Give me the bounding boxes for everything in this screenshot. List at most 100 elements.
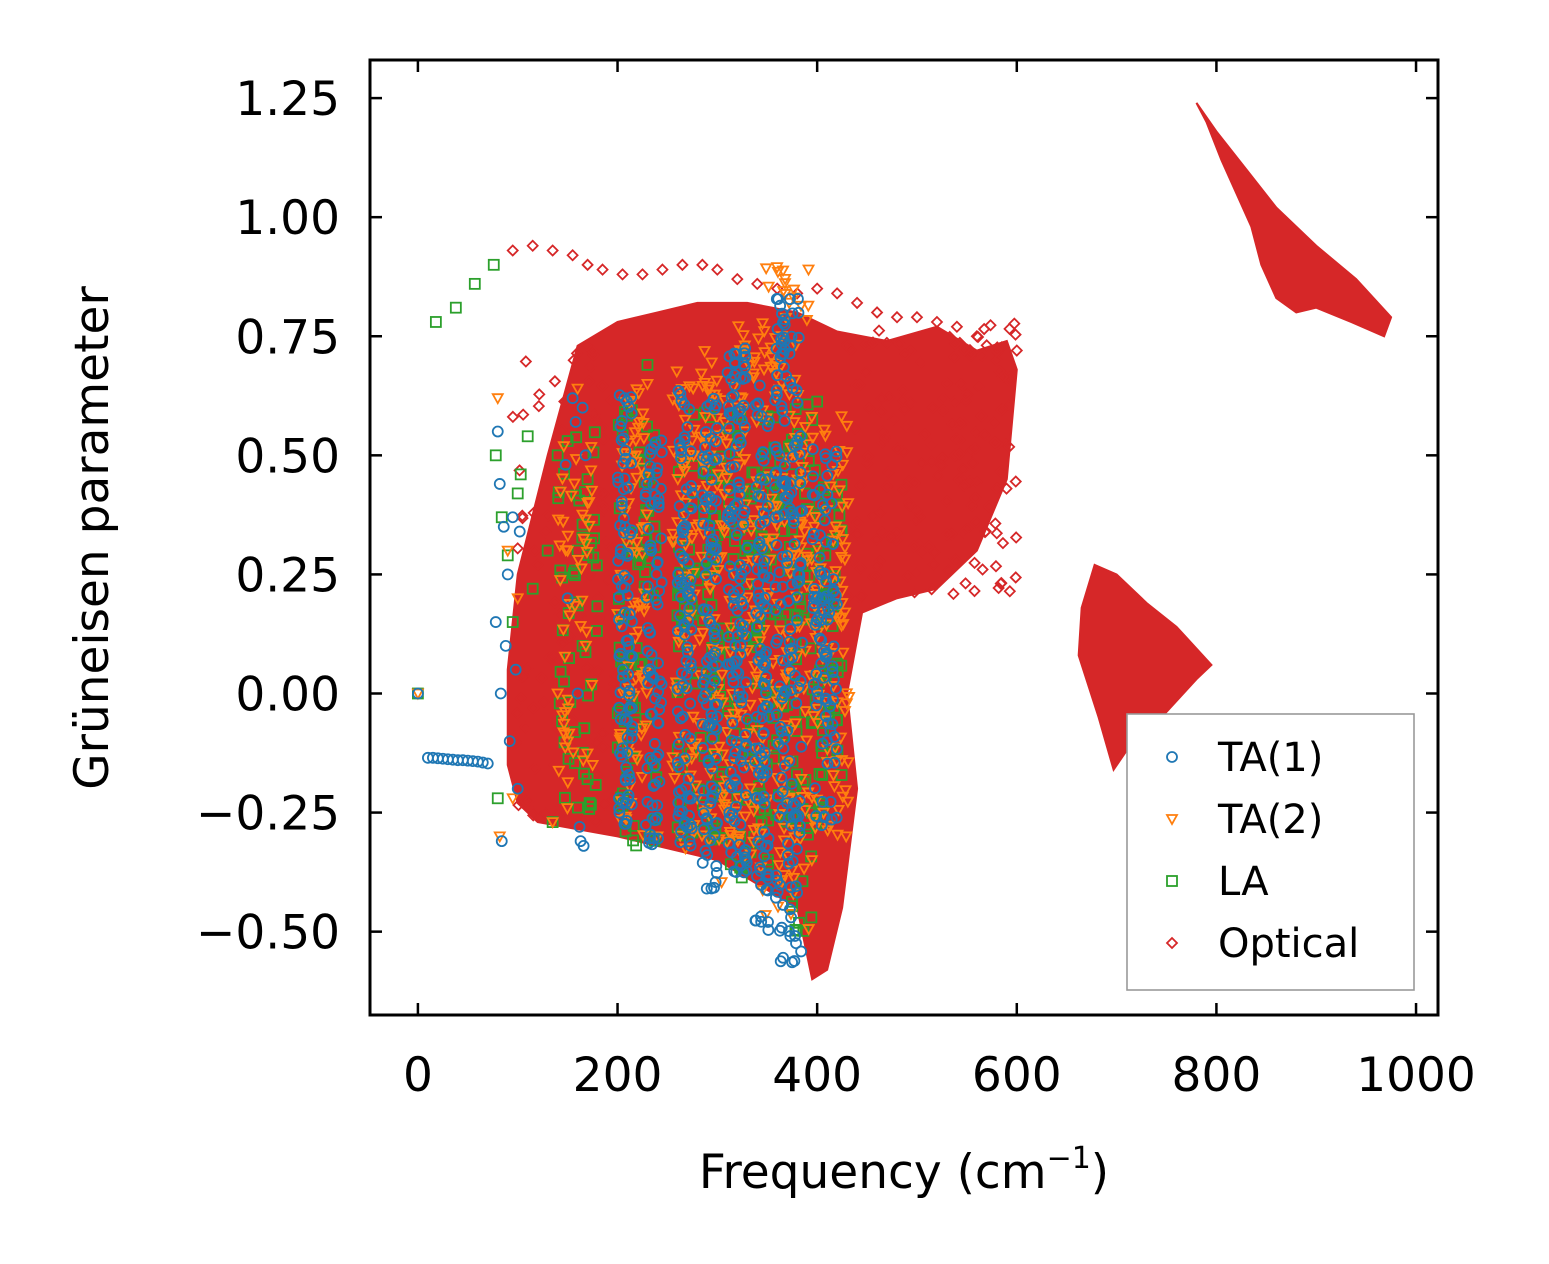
data-point <box>770 636 783 649</box>
data-point <box>558 651 572 664</box>
data-point <box>724 622 738 635</box>
data-point <box>533 388 546 401</box>
data-point <box>711 469 725 482</box>
data-point <box>935 459 948 472</box>
data-point <box>788 374 802 387</box>
data-point <box>775 400 788 413</box>
data-point <box>887 413 900 426</box>
y-axis: −0.50 −0.25 0.00 0.25 0.50 0.75 1.00 1.25 <box>196 72 1438 961</box>
data-point <box>527 805 540 819</box>
data-point <box>945 528 959 541</box>
data-point <box>612 476 625 489</box>
data-point <box>567 478 581 491</box>
data-point <box>994 577 1008 590</box>
data-point <box>678 466 692 478</box>
data-point <box>725 781 738 794</box>
data-point <box>551 514 565 527</box>
data-point <box>727 708 741 721</box>
data-point <box>700 655 713 668</box>
data-point <box>489 449 502 462</box>
data-point <box>898 348 912 361</box>
data-point <box>506 616 519 628</box>
data-point <box>552 809 566 823</box>
data-point <box>720 727 734 739</box>
data-point <box>586 760 600 772</box>
data-point <box>790 287 804 300</box>
data-point <box>638 471 652 484</box>
data-point <box>787 872 801 885</box>
data-point <box>778 508 791 521</box>
data-point <box>634 730 648 742</box>
data-point <box>732 412 745 425</box>
data-point <box>580 748 594 761</box>
data-point <box>886 530 899 543</box>
data-point <box>815 634 828 647</box>
data-point <box>757 561 769 574</box>
data-point <box>581 473 594 486</box>
data-point <box>674 712 687 725</box>
data-point <box>953 447 966 461</box>
data-point <box>875 392 888 405</box>
data-point <box>1002 440 1016 454</box>
data-point <box>620 761 633 774</box>
data-point <box>683 792 695 805</box>
data-point <box>866 336 880 349</box>
data-point <box>859 365 873 379</box>
data-point <box>468 277 481 290</box>
data-point <box>792 681 805 694</box>
data-point <box>753 538 765 551</box>
data-point <box>804 642 817 655</box>
data-point <box>605 393 618 407</box>
data-point <box>795 740 808 753</box>
data-point <box>559 458 572 471</box>
data-point <box>776 307 788 320</box>
data-point <box>836 647 850 660</box>
data-point <box>676 258 689 272</box>
data-point <box>703 519 716 532</box>
data-point <box>641 358 654 371</box>
data-point <box>581 498 595 510</box>
data-point <box>578 767 590 780</box>
data-point <box>827 781 841 793</box>
data-point <box>839 831 853 844</box>
data-point <box>734 639 747 652</box>
data-point <box>747 356 761 369</box>
data-point <box>491 792 504 805</box>
data-point <box>709 822 722 835</box>
data-point <box>695 551 709 564</box>
data-point <box>705 882 718 895</box>
data-point <box>776 286 790 298</box>
data-point <box>570 431 583 444</box>
series-ta-1- <box>412 293 843 969</box>
data-point <box>682 586 695 599</box>
legend-marker-ta-1- <box>1166 751 1178 763</box>
data-point <box>751 277 764 291</box>
data-point <box>578 761 591 774</box>
data-point <box>745 682 759 695</box>
data-point <box>995 403 1008 417</box>
data-point <box>615 495 628 508</box>
data-point <box>703 526 716 539</box>
data-point <box>876 425 890 439</box>
data-point <box>734 559 746 571</box>
data-point <box>866 509 880 523</box>
data-point <box>940 495 953 508</box>
data-point <box>737 372 749 385</box>
data-point <box>579 449 592 462</box>
data-point <box>710 375 724 388</box>
data-point <box>739 729 752 741</box>
data-point <box>686 568 700 580</box>
data-point <box>672 760 685 773</box>
data-point <box>815 657 828 670</box>
data-point <box>495 835 508 848</box>
data-point <box>808 464 821 477</box>
data-point <box>493 478 506 490</box>
data-point <box>558 760 571 774</box>
data-point <box>632 558 645 571</box>
data-point <box>880 480 894 493</box>
data-point <box>715 669 729 682</box>
data-point <box>826 458 839 471</box>
data-point <box>635 772 649 784</box>
data-point <box>636 408 650 421</box>
data-point <box>841 796 855 809</box>
